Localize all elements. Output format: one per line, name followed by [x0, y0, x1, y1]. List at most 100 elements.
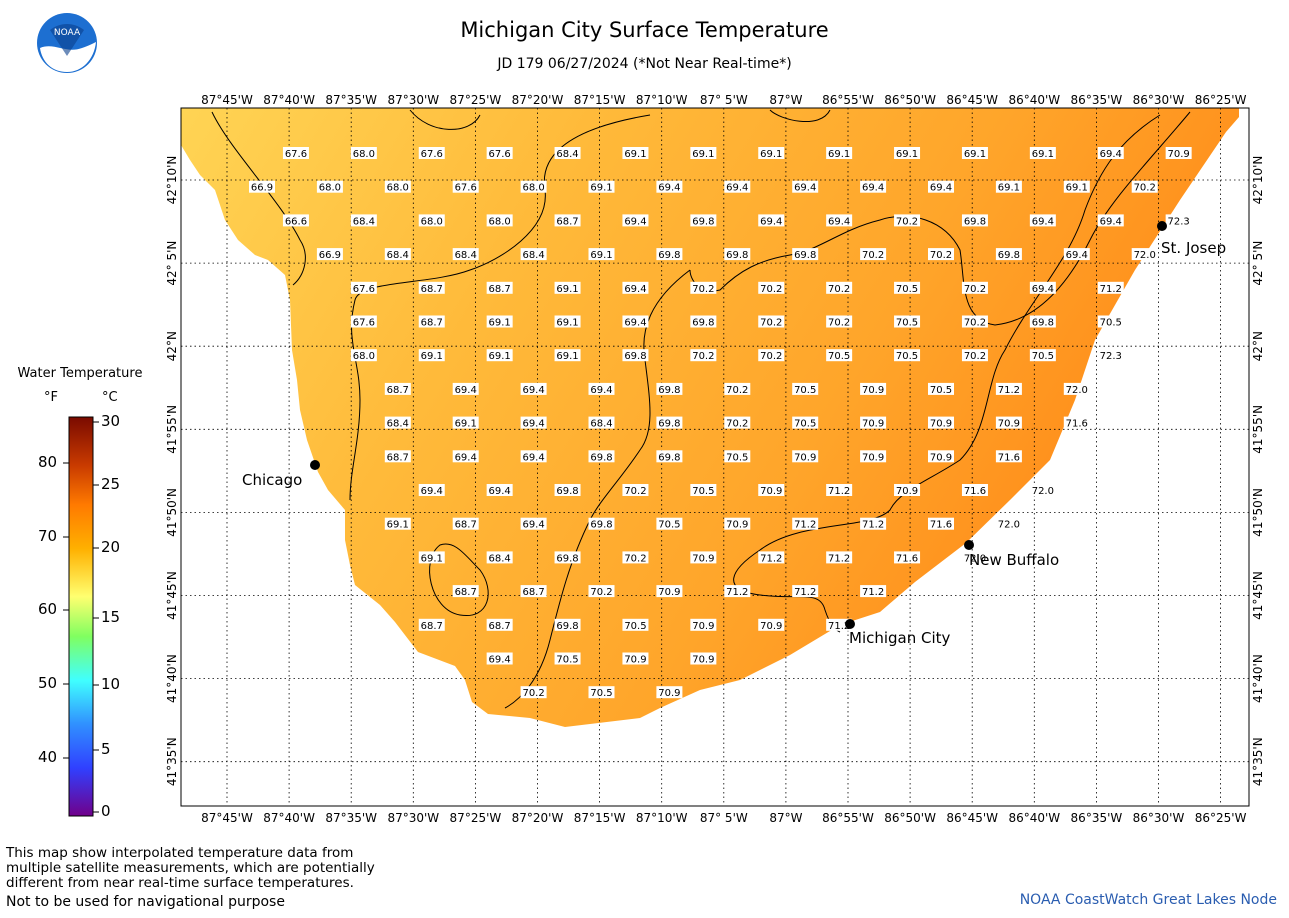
temperature-label: 69.8 — [622, 349, 649, 362]
lon-label-top: 87°45'W — [201, 93, 253, 107]
svg-text:70.9: 70.9 — [998, 419, 1020, 430]
temperature-label: 70.2 — [1131, 180, 1158, 194]
temperature-label: 68.7 — [486, 281, 513, 295]
temperature-label: 70.9 — [928, 416, 954, 430]
svg-text:67.6: 67.6 — [489, 149, 511, 160]
celsius-tick-label: 30 — [101, 412, 121, 430]
svg-text:69.4: 69.4 — [522, 385, 544, 396]
svg-text:69.4: 69.4 — [455, 385, 477, 396]
temperature-label: 72.0 — [995, 517, 1022, 531]
temperature-label: 69.1 — [995, 180, 1022, 194]
temperature-label: 68.0 — [316, 180, 343, 194]
svg-text:70.2: 70.2 — [624, 486, 646, 497]
temperature-label: 72.3 — [1097, 349, 1124, 362]
lon-label-bottom: 86°35'W — [1071, 811, 1123, 825]
temperature-label: 69.4 — [622, 214, 649, 227]
svg-text:70.2: 70.2 — [692, 351, 714, 362]
temperature-label: 71.6 — [995, 450, 1022, 463]
svg-text:68.7: 68.7 — [556, 216, 578, 227]
city-label-michigan-city: Michigan City — [849, 629, 951, 647]
temperature-label: 71.2 — [826, 484, 853, 497]
temperature-label: 71.6 — [894, 551, 921, 564]
svg-text:69.4: 69.4 — [489, 655, 511, 666]
lon-label-top: 87°30'W — [387, 93, 439, 107]
legend-unit-celsius: °C — [102, 390, 118, 405]
svg-text:69.4: 69.4 — [455, 452, 477, 463]
lon-label-bottom: 87°15'W — [574, 811, 626, 825]
temperature-label: 70.9 — [995, 416, 1022, 430]
temperature-label: 68.7 — [554, 214, 581, 227]
lon-label-top: 86°50'W — [884, 93, 936, 107]
lon-label-bottom: 86°55'W — [822, 811, 874, 825]
temperature-label: 69.4 — [520, 416, 547, 430]
svg-text:68.7: 68.7 — [455, 520, 477, 531]
temperature-label: 68.7 — [418, 618, 445, 632]
temperature-label: 70.2 — [758, 281, 785, 295]
temperature-label: 70.2 — [588, 585, 615, 598]
temperature-label: 70.9 — [656, 686, 683, 699]
temperature-label: 71.2 — [792, 517, 819, 531]
temperature-label: 70.5 — [1097, 315, 1124, 329]
svg-text:70.5: 70.5 — [828, 351, 850, 362]
temperature-color-scale — [68, 416, 94, 817]
temperature-label: 69.8 — [690, 315, 717, 329]
svg-text:70.2: 70.2 — [828, 318, 850, 329]
svg-text:70.5: 70.5 — [896, 284, 918, 295]
svg-text:70.2: 70.2 — [1134, 183, 1156, 194]
svg-text:69.1: 69.1 — [964, 149, 986, 160]
svg-text:70.9: 70.9 — [692, 655, 714, 666]
map-title: Michigan City Surface Temperature — [460, 18, 829, 42]
svg-text:69.1: 69.1 — [590, 183, 612, 194]
temperature-label: 69.1 — [418, 551, 445, 564]
svg-text:68.0: 68.0 — [319, 183, 341, 194]
svg-text:72.0: 72.0 — [1032, 486, 1054, 497]
lon-label-bottom: 86°40'W — [1008, 811, 1060, 825]
lat-label-right: 41°40'N — [1251, 654, 1265, 703]
svg-text:69.4: 69.4 — [930, 183, 952, 194]
svg-text:69.1: 69.1 — [692, 149, 714, 160]
temperature-label: 70.2 — [928, 248, 954, 261]
temperature-label: 70.2 — [826, 315, 853, 329]
svg-text:68.7: 68.7 — [522, 587, 544, 598]
celsius-tick-label: 5 — [101, 740, 111, 758]
svg-text:68.4: 68.4 — [455, 250, 477, 261]
lon-label-top: 86°55'W — [822, 93, 874, 107]
svg-text:70.9: 70.9 — [658, 688, 680, 699]
svg-text:70.2: 70.2 — [726, 419, 748, 430]
temperature-label: 69.8 — [656, 382, 683, 396]
lon-label-top: 87°35'W — [325, 93, 377, 107]
lon-label-top: 87°40'W — [263, 93, 315, 107]
svg-text:70.9: 70.9 — [692, 553, 714, 564]
temperature-label: 69.4 — [792, 180, 819, 194]
lon-label-top: 86°35'W — [1071, 93, 1123, 107]
lon-label-bottom: 87°40'W — [263, 811, 315, 825]
svg-text:72.3: 72.3 — [1168, 216, 1190, 227]
note-line-2: multiple satellite measurements, which a… — [6, 860, 375, 876]
svg-text:69.4: 69.4 — [522, 419, 544, 430]
svg-text:68.0: 68.0 — [353, 149, 375, 160]
svg-text:72.0: 72.0 — [1134, 250, 1156, 261]
temperature-label: 69.1 — [554, 315, 581, 329]
lat-label-right: 41°50'N — [1251, 488, 1265, 537]
svg-text:70.5: 70.5 — [1032, 351, 1054, 362]
temperature-label: 69.4 — [452, 450, 479, 463]
map-frame — [180, 107, 1250, 807]
temperature-label: 68.0 — [384, 180, 411, 194]
temperature-label: 71.2 — [860, 517, 887, 531]
svg-text:70.9: 70.9 — [760, 486, 782, 497]
temperature-label: 70.2 — [622, 484, 649, 497]
svg-text:70.2: 70.2 — [862, 250, 884, 261]
temperature-label: 70.2 — [520, 686, 547, 699]
fahrenheit-tick-label: 60 — [38, 600, 58, 618]
svg-text:70.2: 70.2 — [760, 351, 782, 362]
fahrenheit-tick-label: 40 — [38, 748, 58, 766]
temperature-label: 70.2 — [724, 382, 751, 396]
svg-text:70.9: 70.9 — [624, 655, 646, 666]
temperature-label: 70.2 — [622, 551, 649, 564]
temperature-label: 70.2 — [690, 281, 717, 295]
temperature-label: 69.1 — [554, 349, 581, 362]
temperature-label: 69.1 — [758, 147, 785, 160]
temperature-label: 69.4 — [1029, 281, 1056, 295]
svg-text:69.1: 69.1 — [556, 284, 578, 295]
temperature-label: 70.5 — [588, 686, 615, 699]
